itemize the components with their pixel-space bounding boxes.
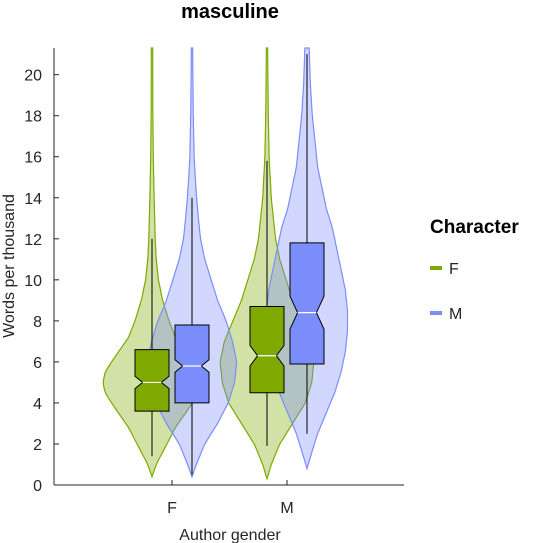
y-tick-label: 14 xyxy=(24,191,42,208)
legend-label-M: M xyxy=(449,306,462,323)
x-tick-label: M xyxy=(280,500,293,517)
box-F-F xyxy=(134,349,170,412)
y-axis-title: Words per thousand xyxy=(1,194,18,338)
legend: Character F M xyxy=(430,217,519,323)
y-tick-label: 8 xyxy=(33,314,42,331)
axes: 0 2 4 6 8 10 12 14 16 18 20 F M xyxy=(24,48,404,517)
box-F-M xyxy=(249,306,285,394)
y-tick-label: 2 xyxy=(33,437,42,454)
y-tick-label: 18 xyxy=(24,109,42,126)
y-tick-label: 6 xyxy=(33,355,42,372)
y-tick-label: 12 xyxy=(24,232,42,249)
y-tick-label: 20 xyxy=(24,68,42,85)
y-tick-label: 10 xyxy=(24,273,42,290)
legend-title: Character xyxy=(430,217,519,238)
legend-label-F: F xyxy=(449,261,459,278)
y-tick-label: 16 xyxy=(24,150,42,167)
x-tick-label: F xyxy=(167,500,177,517)
y-tick-label: 4 xyxy=(33,396,42,413)
box-M-M xyxy=(289,242,325,365)
x-axis-title: Author gender xyxy=(179,527,281,543)
chart-title: masculine xyxy=(181,1,279,23)
plot-area xyxy=(102,47,349,481)
y-tick-label: 0 xyxy=(33,478,42,495)
box-M-F xyxy=(174,324,210,404)
